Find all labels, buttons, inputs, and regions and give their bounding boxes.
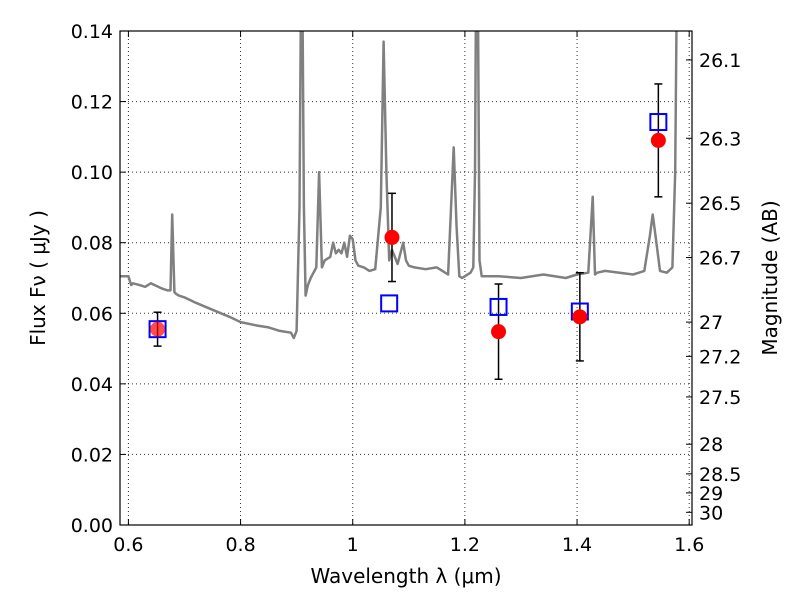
y-tick-label: 0.10 (71, 162, 113, 184)
x-tick-label: 1.6 (674, 534, 704, 556)
y2-tick-label: 27 (699, 312, 723, 334)
y2-tick-label: 28 (699, 434, 723, 456)
x-tick-label: 1.2 (450, 534, 480, 556)
model-spectrum-layer (120, 31, 678, 340)
square-marker (489, 297, 508, 316)
y-tick-label: 0.00 (71, 515, 113, 537)
y-axis-title-left: Flux Fν ( μJy ) (26, 210, 50, 346)
square-marker (649, 113, 668, 132)
x-tick-label: 0.8 (225, 534, 255, 556)
y-tick-label: 0.14 (71, 21, 113, 43)
x-tick-label: 0.6 (113, 534, 143, 556)
x-tick-label: 1 (347, 534, 359, 556)
circle-marker (491, 324, 507, 340)
x-tick-label: 1.4 (562, 534, 592, 556)
markers-layer (148, 113, 668, 340)
y-tick-label: 0.12 (71, 92, 113, 114)
plot-frame (119, 30, 693, 526)
grid (120, 30, 692, 526)
circle-marker (384, 229, 400, 245)
y2-tick-label: 26.3 (699, 128, 741, 150)
y-tick-label: 0.04 (71, 374, 113, 396)
y-axis-title-right: Magnitude (AB) (758, 200, 782, 355)
y-tick-label: 0.06 (71, 303, 113, 325)
y2-tick-label: 30 (699, 502, 723, 524)
y-tick-label: 0.08 (71, 233, 113, 255)
y2-tick-label: 26.5 (699, 193, 741, 215)
y2-tick-label: 29 (699, 483, 723, 505)
ticks: 0.6 0.8 1 1.2 1.4 1.6 0.00 0.02 0.04 0.06 0.08 0.10… (71, 21, 742, 556)
y2-tick-label: 27.2 (699, 346, 741, 368)
square-marker (380, 294, 399, 313)
y2-tick-label: 26.7 (699, 248, 741, 270)
circle-marker (572, 309, 588, 325)
y2-tick-label: 28.5 (699, 464, 741, 486)
model-spectrum-line (120, 31, 678, 340)
error-bars-layer (153, 83, 663, 381)
y2-tick-label: 27.5 (699, 387, 741, 409)
y2-tick-label: 26.1 (699, 50, 741, 72)
circle-marker (150, 321, 166, 337)
circle-marker (650, 132, 666, 148)
x-axis-title: Wavelength λ (μm) (310, 564, 501, 588)
square-marker (148, 320, 167, 339)
y-tick-label: 0.02 (71, 444, 113, 466)
